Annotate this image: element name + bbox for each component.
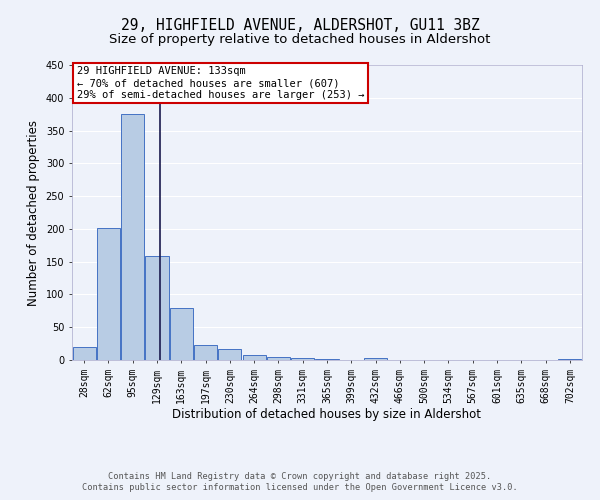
Text: Size of property relative to detached houses in Aldershot: Size of property relative to detached ho… xyxy=(109,32,491,46)
Bar xyxy=(559,358,581,360)
Bar xyxy=(364,358,387,360)
Bar xyxy=(267,356,290,360)
Bar xyxy=(218,349,241,360)
Bar xyxy=(121,114,144,360)
Bar xyxy=(242,355,266,360)
Bar xyxy=(73,347,95,360)
Bar xyxy=(145,256,169,360)
Y-axis label: Number of detached properties: Number of detached properties xyxy=(27,120,40,306)
Bar xyxy=(97,228,120,360)
Bar xyxy=(170,308,193,360)
Text: 29, HIGHFIELD AVENUE, ALDERSHOT, GU11 3BZ: 29, HIGHFIELD AVENUE, ALDERSHOT, GU11 3B… xyxy=(121,18,479,32)
Bar xyxy=(194,345,217,360)
Text: 29 HIGHFIELD AVENUE: 133sqm
← 70% of detached houses are smaller (607)
29% of se: 29 HIGHFIELD AVENUE: 133sqm ← 70% of det… xyxy=(77,66,365,100)
X-axis label: Distribution of detached houses by size in Aldershot: Distribution of detached houses by size … xyxy=(173,408,482,422)
Text: Contains HM Land Registry data © Crown copyright and database right 2025.
Contai: Contains HM Land Registry data © Crown c… xyxy=(82,472,518,492)
Bar xyxy=(291,358,314,360)
